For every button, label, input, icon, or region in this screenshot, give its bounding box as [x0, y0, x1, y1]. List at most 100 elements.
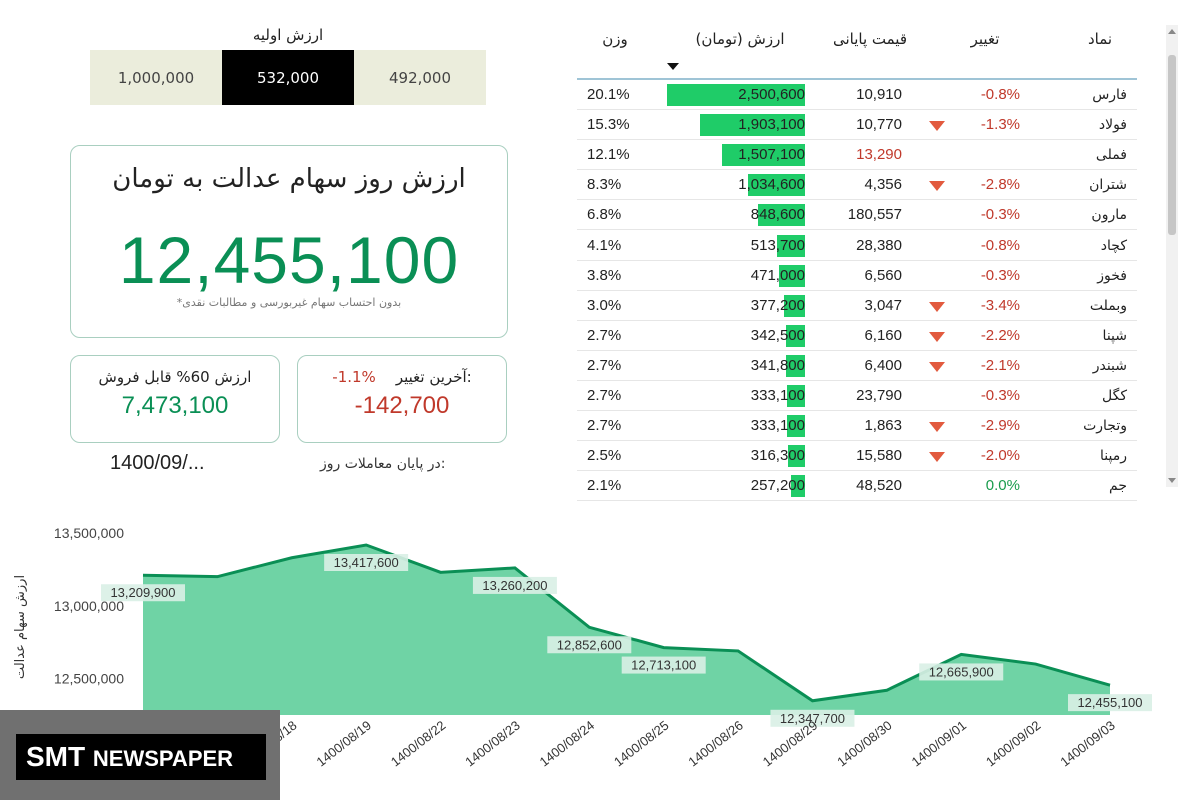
logo-banner: SMT NEWSPAPER	[0, 710, 280, 800]
cell-weight: 3.0%	[587, 296, 622, 314]
cell-price: 28,380	[856, 236, 902, 254]
y-tick-label: 12,500,000	[54, 671, 124, 687]
table-row[interactable]: 2.7% 342,500 6,160 -2.2% شپنا	[577, 321, 1137, 351]
data-label-bg	[621, 656, 706, 674]
cell-weight: 2.7%	[587, 417, 622, 435]
cell-symbol: وبملت	[1089, 297, 1127, 314]
down-triangle-icon	[929, 301, 945, 312]
down-triangle-icon	[929, 422, 945, 433]
table-row[interactable]: 12.1% 1,507,100 13,290 فملی	[577, 140, 1137, 171]
smt-newspaper-logo: SMT NEWSPAPER	[16, 734, 266, 780]
header-price[interactable]: قیمت پایانی	[832, 30, 908, 48]
table-row[interactable]: 6.8% 848,600 180,557 -0.3% مارون	[577, 200, 1137, 231]
cell-change: -0.8%	[980, 236, 1020, 254]
cell-change: -1.3%	[980, 116, 1020, 134]
cell-weight: 3.8%	[587, 266, 622, 284]
cell-weight: 2.1%	[587, 477, 622, 495]
table-row[interactable]: 4.1% 513,700 28,380 -0.8% کچاد	[577, 231, 1137, 261]
table-scrollbar[interactable]	[1166, 25, 1178, 487]
cell-symbol: مارون	[1091, 207, 1127, 224]
trading-day-date: 1400/09/...	[110, 452, 205, 474]
initial-value-option-1000000[interactable]: 1,000,000	[90, 50, 222, 105]
x-tick-label: 1400/09/03	[1057, 718, 1118, 770]
cell-weight: 2.5%	[587, 447, 622, 465]
header-change[interactable]: تغییر	[970, 30, 1000, 48]
cell-change: -3.4%	[980, 296, 1020, 314]
cell-value: 341,800	[750, 356, 805, 374]
data-label: 12,455,100	[1077, 695, 1142, 710]
value-bar	[748, 174, 805, 197]
cell-price: 48,520	[856, 477, 902, 495]
table-row[interactable]: 2.1% 257,200 48,520 0.0% جم	[577, 471, 1137, 502]
header-weight[interactable]: وزن	[602, 30, 628, 48]
cell-price: 13,290	[856, 146, 902, 164]
x-tick-label: 1400/09/01	[909, 718, 970, 770]
value-bar	[784, 294, 805, 317]
table-row[interactable]: 3.0% 377,200 3,047 -3.4% وبملت	[577, 291, 1137, 321]
sort-desc-icon[interactable]	[667, 63, 679, 70]
down-triangle-icon	[929, 181, 945, 192]
cell-value: 333,100	[750, 387, 805, 404]
cell-symbol: فولاد	[1098, 117, 1127, 134]
cell-price: 10,770	[856, 116, 902, 134]
cell-weight: 15.3%	[587, 116, 630, 134]
cell-change: -2.9%	[980, 417, 1020, 435]
cell-price: 15,580	[856, 447, 902, 465]
table-row[interactable]: 15.3% 1,903,100 10,770 -1.3% فولاد	[577, 110, 1137, 141]
cell-value: 333,100	[750, 417, 805, 435]
value-bar	[722, 144, 805, 167]
x-tick-label: 1400/08/26	[685, 718, 746, 770]
initial-value-option-492000[interactable]: 492,000	[354, 50, 486, 105]
data-label: 12,665,900	[929, 664, 994, 679]
header-value[interactable]: ارزش (تومان)	[695, 30, 785, 48]
value-bar	[700, 114, 805, 137]
table-header-divider	[577, 78, 1137, 80]
header-symbol[interactable]: نماد	[1087, 30, 1113, 48]
cell-weight: 8.3%	[587, 176, 622, 194]
scroll-thumb[interactable]	[1168, 55, 1176, 235]
cell-value: 848,600	[750, 206, 805, 224]
table-row[interactable]: 8.3% 1,034,600 4,356 -2.8% شتران	[577, 170, 1137, 201]
cell-price: 1,863	[864, 417, 902, 435]
value-bar	[786, 324, 805, 347]
cell-change: -2.8%	[980, 176, 1020, 194]
cell-weight: 6.8%	[587, 206, 622, 224]
value-bar	[667, 84, 805, 106]
cell-value: 471,000	[750, 266, 805, 284]
table-row[interactable]: 2.7% 333,100 1,863 -2.9% وتجارت	[577, 411, 1137, 442]
value-bar	[788, 445, 805, 468]
cell-weight: 2.7%	[587, 356, 622, 374]
cell-price: 180,557	[847, 206, 902, 224]
cell-symbol: فارس	[1092, 87, 1127, 103]
last-change-label: آخرین تغییر:	[395, 368, 472, 386]
cell-symbol: فخوز	[1097, 267, 1127, 284]
initial-value-title: ارزش اولیه	[252, 26, 324, 44]
x-tick-label: 1400/09/02	[983, 718, 1044, 770]
data-label-bg	[547, 636, 632, 654]
initial-value-option-532000[interactable]: 532,000	[222, 50, 354, 105]
down-triangle-icon	[929, 331, 945, 342]
cell-change: -2.0%	[980, 447, 1020, 465]
cell-weight: 2.7%	[587, 387, 622, 404]
table-row[interactable]: 2.7% 341,800 6,400 -2.1% شبندر	[577, 351, 1137, 381]
x-tick-label: 1400/08/25	[611, 718, 672, 770]
table-row[interactable]: 2.5% 316,300 15,580 -2.0% رمپنا	[577, 441, 1137, 472]
scroll-up-icon[interactable]	[1168, 29, 1176, 34]
main-card-value: 12,455,100	[118, 223, 460, 297]
sellable-value-card: ارزش 60% قابل فروش 7,473,100	[70, 355, 280, 443]
logo-text-sub: NEWSPAPER	[92, 746, 234, 771]
cell-value: 1,034,600	[738, 176, 805, 194]
last-change-percent: -1.1%	[332, 368, 376, 386]
value-bar	[786, 354, 805, 377]
scroll-down-icon[interactable]	[1168, 478, 1176, 483]
data-label: 13,209,900	[110, 585, 175, 600]
last-change-value: -142,700	[354, 392, 450, 419]
table-row[interactable]: 20.1% 2,500,600 10,910 -0.8% فارس	[577, 80, 1137, 110]
table-row[interactable]: 2.7% 333,100 23,790 -0.3% کگل	[577, 381, 1137, 411]
table-row[interactable]: 3.8% 471,000 6,560 -0.3% فخوز	[577, 261, 1137, 291]
down-triangle-icon	[929, 121, 945, 132]
y-tick-label: 13,500,000	[54, 525, 124, 541]
down-triangle-icon	[929, 452, 945, 463]
y-tick-label: 13,000,000	[54, 598, 124, 614]
data-label-bg	[324, 553, 409, 571]
